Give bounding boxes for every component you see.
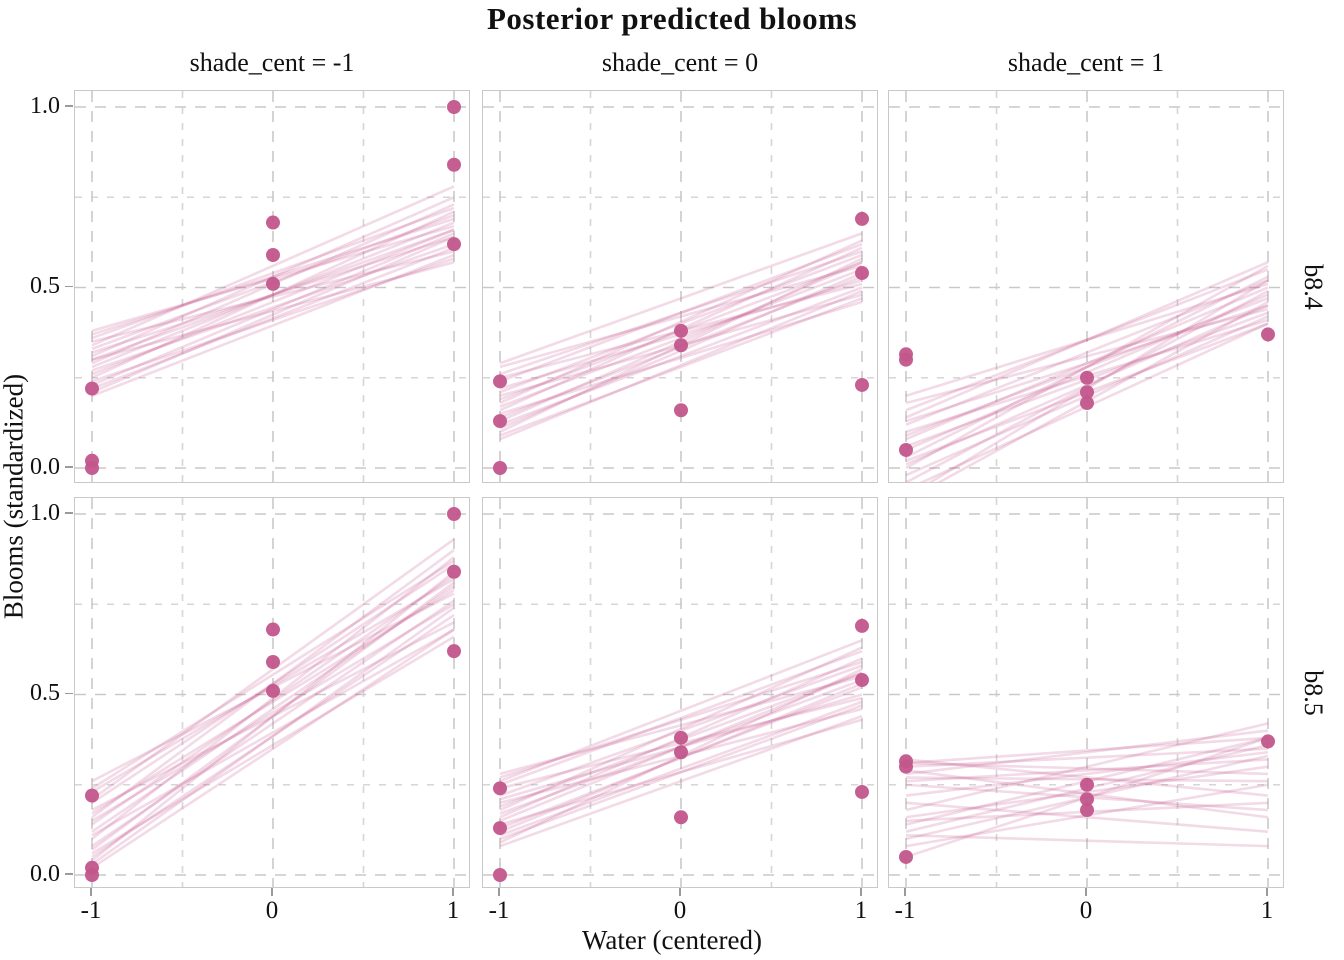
x-tick-label: -1 xyxy=(894,897,916,924)
data-point xyxy=(266,215,280,230)
x-tick-label: 1 xyxy=(446,897,460,924)
data-point xyxy=(1080,385,1094,400)
x-tick-label: 0 xyxy=(265,897,279,924)
tick-mark xyxy=(498,888,500,896)
data-point xyxy=(674,338,688,353)
data-point xyxy=(266,622,280,637)
y-tick-label: 0.5 xyxy=(30,273,60,299)
data-point xyxy=(899,347,913,362)
tick-mark xyxy=(65,512,73,514)
data-point xyxy=(447,100,461,114)
data-point xyxy=(266,276,280,291)
data-point xyxy=(855,784,869,799)
data-point xyxy=(899,442,913,457)
data-point xyxy=(674,745,688,760)
data-point xyxy=(1080,370,1094,385)
data-point xyxy=(1080,803,1094,818)
y-axis-title: Blooms (standardized) xyxy=(0,373,29,620)
data-point xyxy=(855,266,869,281)
x-tick-label: 0 xyxy=(1079,897,1093,924)
facet-strip-label: shade_cent = 1 xyxy=(1007,48,1165,77)
data-point xyxy=(447,644,461,659)
data-point xyxy=(674,730,688,745)
tick-mark xyxy=(65,466,73,468)
facet-strip-label: b8.5 xyxy=(1299,669,1328,716)
x-tick-label: 1 xyxy=(854,897,868,924)
data-point xyxy=(674,810,688,825)
tick-mark xyxy=(65,105,73,107)
tick-mark xyxy=(1085,888,1087,896)
data-point xyxy=(447,237,461,252)
panel-b84-shade-0 xyxy=(482,90,878,483)
data-point xyxy=(493,461,507,475)
tick-mark xyxy=(904,888,906,896)
tick-mark xyxy=(271,888,273,896)
tick-mark xyxy=(1266,888,1268,896)
data-point xyxy=(493,781,507,796)
facet-strip-model-b84: b8.4 xyxy=(1288,90,1338,483)
data-point xyxy=(493,374,507,389)
y-tick-label: 0.0 xyxy=(30,861,60,887)
data-point xyxy=(266,683,280,698)
data-point xyxy=(1080,777,1094,792)
y-tick-label: 1.0 xyxy=(30,500,60,526)
data-point xyxy=(447,507,461,521)
x-tick-label: -1 xyxy=(80,897,102,924)
data-point xyxy=(493,414,507,429)
y-tick-label: 0.5 xyxy=(30,680,60,706)
panel-b85-shade-1 xyxy=(888,497,1284,888)
data-point xyxy=(855,673,869,688)
data-point xyxy=(85,381,99,396)
data-point xyxy=(493,821,507,836)
panel-b85-shade-neg1 xyxy=(74,497,470,888)
facet-strip-label: shade_cent = 0 xyxy=(601,48,759,77)
data-point xyxy=(447,564,461,579)
data-point xyxy=(855,377,869,392)
data-point xyxy=(266,248,280,263)
data-point xyxy=(855,211,869,226)
tick-mark xyxy=(452,888,454,896)
data-point xyxy=(899,754,913,769)
data-point xyxy=(855,618,869,633)
tick-mark xyxy=(679,888,681,896)
y-tick-label: 0.0 xyxy=(30,454,60,480)
panel-b84-shade-neg1 xyxy=(74,90,470,483)
facet-strip-shade-neg1: shade_cent = -1 xyxy=(74,38,470,88)
facet-strip-label: shade_cent = -1 xyxy=(189,48,355,77)
tick-mark xyxy=(65,285,73,288)
y-tick-label: 1.0 xyxy=(30,93,60,119)
data-point xyxy=(85,453,99,468)
data-point xyxy=(85,860,99,875)
panel-b85-shade-0 xyxy=(482,497,878,888)
facet-strip-label: b8.4 xyxy=(1299,263,1328,310)
data-point xyxy=(493,868,507,882)
x-tick-label: -1 xyxy=(488,897,510,924)
data-point xyxy=(1080,396,1094,411)
facet-strip-model-b85: b8.5 xyxy=(1288,497,1338,888)
x-tick-label: 1 xyxy=(1260,897,1274,924)
x-tick-label: 0 xyxy=(673,897,687,924)
facet-strip-shade-1: shade_cent = 1 xyxy=(888,38,1284,88)
tick-mark xyxy=(860,888,862,896)
data-point xyxy=(674,323,688,338)
data-point xyxy=(899,849,913,864)
data-point xyxy=(674,403,688,418)
data-point xyxy=(266,655,280,670)
data-point xyxy=(1080,792,1094,807)
data-point xyxy=(1261,327,1275,342)
facet-strip-shade-0: shade_cent = 0 xyxy=(482,38,878,88)
tick-mark xyxy=(65,873,73,875)
x-axis-title: Water (centered) xyxy=(582,925,762,955)
tick-mark xyxy=(90,888,92,896)
panel-b84-shade-1 xyxy=(888,90,1284,483)
chart-title: Posterior predicted blooms xyxy=(486,1,858,36)
data-point xyxy=(447,157,461,172)
tick-mark xyxy=(65,692,73,695)
data-point xyxy=(85,788,99,803)
data-point xyxy=(1261,734,1275,749)
